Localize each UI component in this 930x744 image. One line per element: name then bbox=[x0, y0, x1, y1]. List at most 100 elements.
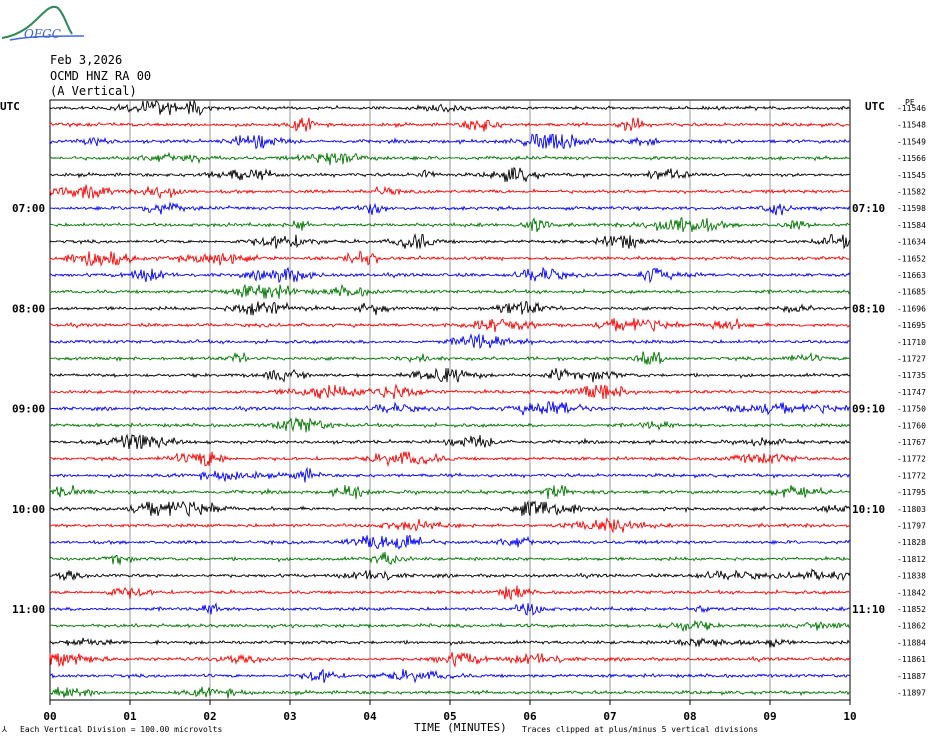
trace-8 bbox=[49, 232, 851, 250]
logo-text: OFGC bbox=[24, 27, 61, 41]
row-value-label: -11634 bbox=[897, 238, 926, 247]
row-value-label: -11884 bbox=[897, 638, 926, 647]
row-value-label: -11735 bbox=[897, 371, 926, 380]
logo bbox=[1, 5, 85, 41]
row-value-label: -11598 bbox=[897, 204, 926, 213]
left-time-label: 11:00 bbox=[12, 603, 45, 616]
row-value-label: -11887 bbox=[897, 672, 926, 681]
row-value-label: -11861 bbox=[897, 655, 926, 664]
right-time-label: 07:10 bbox=[852, 202, 885, 215]
x-tick-label: 00 bbox=[43, 710, 56, 723]
row-value-label: -11797 bbox=[897, 522, 926, 531]
x-tick-label: 09 bbox=[763, 710, 776, 723]
trace-27 bbox=[49, 551, 851, 566]
trace-25 bbox=[49, 516, 851, 534]
trace-11 bbox=[49, 283, 851, 299]
row-value-label: -11772 bbox=[897, 455, 926, 464]
trace-24 bbox=[49, 500, 851, 518]
row-value-label: -11695 bbox=[897, 321, 926, 330]
logo-swoosh bbox=[9, 35, 85, 41]
scale-note: Each Vertical Division = 100.00 microvol… bbox=[20, 725, 223, 734]
row-value-label: -11760 bbox=[897, 421, 926, 430]
trace-9 bbox=[49, 250, 851, 268]
trace-4 bbox=[49, 166, 851, 182]
header-date: Feb 3,2026 bbox=[50, 53, 123, 67]
x-axis-label: TIME (MINUTES) bbox=[414, 721, 507, 734]
trace-15 bbox=[49, 351, 850, 365]
row-value-label: -11582 bbox=[897, 188, 926, 197]
trace-0 bbox=[49, 99, 851, 117]
trace-29 bbox=[49, 585, 851, 601]
row-value-label: -11842 bbox=[897, 588, 926, 597]
left-timezone: UTC bbox=[0, 100, 20, 113]
trace-7 bbox=[49, 217, 851, 233]
left-time-label: 09:00 bbox=[12, 403, 45, 416]
trace-28 bbox=[49, 568, 851, 582]
trace-26 bbox=[49, 534, 851, 550]
right-time-label: 09:10 bbox=[852, 403, 885, 416]
row-value-label: -11545 bbox=[897, 171, 926, 180]
trace-21 bbox=[49, 451, 851, 468]
row-value-label: -11897 bbox=[897, 689, 926, 698]
row-value-label: -11862 bbox=[897, 622, 926, 631]
x-tick-label: 06 bbox=[523, 710, 537, 723]
right-time-label: 08:10 bbox=[852, 302, 885, 315]
x-tick-label: 04 bbox=[363, 710, 377, 723]
left-time-label: 07:00 bbox=[12, 202, 45, 215]
trace-31 bbox=[49, 619, 851, 633]
trace-33 bbox=[49, 651, 851, 668]
header-station: OCMD HNZ RA 00 bbox=[50, 69, 152, 83]
row-value-label: -11803 bbox=[897, 505, 926, 514]
trace-18 bbox=[49, 400, 851, 416]
row-value-label: -11584 bbox=[897, 221, 926, 230]
trace-19 bbox=[49, 416, 851, 433]
x-tick-label: 02 bbox=[203, 710, 216, 723]
row-value-label: -11546 bbox=[897, 104, 926, 113]
right-timezone: UTC bbox=[865, 100, 885, 113]
trace-10 bbox=[49, 266, 851, 284]
row-value-label: -11772 bbox=[897, 471, 926, 480]
left-time-label: 08:00 bbox=[12, 302, 45, 315]
logo-mountain bbox=[1, 5, 73, 39]
trace-23 bbox=[49, 485, 851, 500]
x-tick-label: 05 bbox=[443, 710, 456, 723]
trace-34 bbox=[49, 668, 851, 684]
right-time-label: 10:10 bbox=[852, 503, 885, 516]
scale-icon: ⅄ bbox=[2, 725, 7, 734]
row-value-label: -11812 bbox=[897, 555, 926, 564]
x-tick-label: 08 bbox=[683, 710, 696, 723]
row-value-label: -11828 bbox=[897, 538, 926, 547]
row-value-label: -11747 bbox=[897, 388, 926, 397]
x-tick-label: 01 bbox=[123, 710, 137, 723]
trace-20 bbox=[49, 433, 851, 450]
trace-1 bbox=[49, 117, 851, 132]
trace-13 bbox=[49, 318, 851, 333]
right-time-label: 11:10 bbox=[852, 603, 885, 616]
row-value-label: -11685 bbox=[897, 288, 926, 297]
row-value-label: -11727 bbox=[897, 355, 926, 364]
trace-14 bbox=[49, 333, 851, 350]
trace-17 bbox=[49, 383, 850, 399]
left-time-label: 10:00 bbox=[12, 503, 45, 516]
row-value-label: -11548 bbox=[897, 121, 926, 130]
row-value-label: -11566 bbox=[897, 154, 926, 163]
x-tick-label: 03 bbox=[283, 710, 296, 723]
header-component: (A Vertical) bbox=[50, 84, 137, 98]
clip-note: Traces clipped at plus/minus 5 vertical … bbox=[522, 725, 759, 734]
trace-30 bbox=[49, 602, 851, 617]
trace-6 bbox=[49, 201, 851, 216]
trace-12 bbox=[49, 300, 851, 316]
row-value-label: -11750 bbox=[897, 405, 926, 414]
row-value-label: -11795 bbox=[897, 488, 926, 497]
trace-5 bbox=[49, 184, 851, 200]
trace-35 bbox=[49, 686, 851, 699]
trace-2 bbox=[49, 133, 851, 150]
trace-16 bbox=[49, 367, 851, 383]
row-value-label: -11838 bbox=[897, 572, 926, 581]
row-value-label: -11663 bbox=[897, 271, 926, 280]
row-value-label: -11696 bbox=[897, 304, 926, 313]
trace-22 bbox=[49, 466, 851, 483]
right-top-small: PE bbox=[905, 98, 915, 107]
x-tick-label: 10 bbox=[843, 710, 856, 723]
